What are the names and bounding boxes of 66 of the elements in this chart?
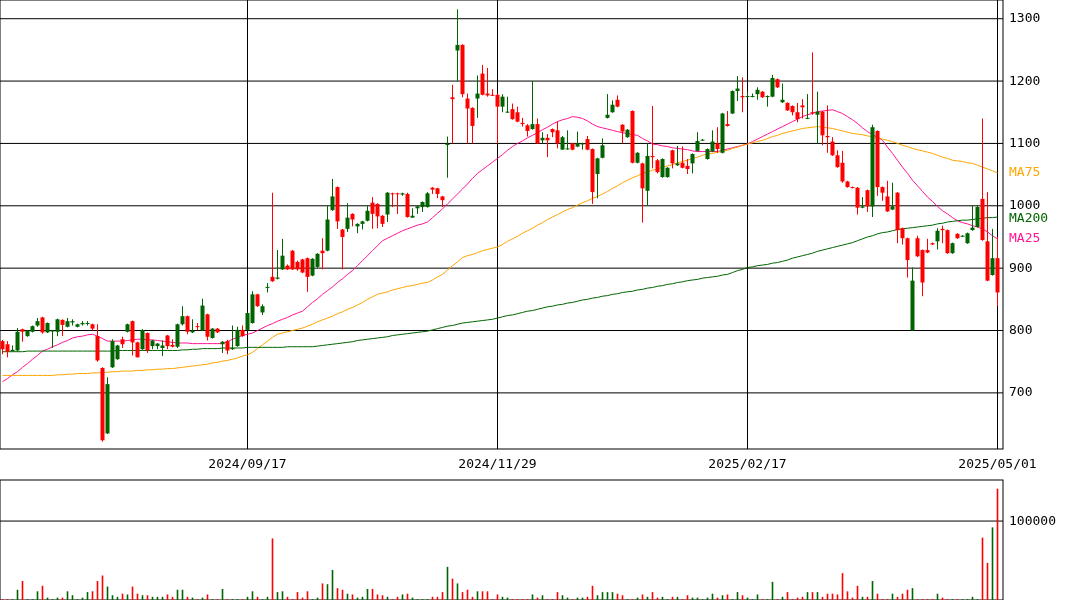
candlestick xyxy=(805,93,810,120)
candlestick xyxy=(340,228,345,270)
candlestick xyxy=(530,80,535,131)
candlestick xyxy=(175,323,180,349)
candlestick xyxy=(620,123,625,144)
candlestick xyxy=(690,152,695,174)
candlestick xyxy=(795,102,800,123)
candlestick xyxy=(85,320,90,327)
candlestick xyxy=(180,305,185,327)
y-tick-label: 1200 xyxy=(1009,72,1041,88)
candlestick xyxy=(840,150,845,184)
candlestick xyxy=(905,237,910,279)
y-tick-label: 900 xyxy=(1009,259,1033,275)
candlestick xyxy=(445,136,450,179)
candlestick xyxy=(505,96,510,114)
y-tick-label: 700 xyxy=(1009,384,1033,400)
series-label: MA200 xyxy=(1009,210,1049,226)
candlestick xyxy=(990,228,995,277)
candlestick xyxy=(330,178,335,212)
candlestick xyxy=(195,322,200,332)
candlestick xyxy=(715,126,720,154)
candlestick xyxy=(455,8,460,82)
candlestick xyxy=(450,84,455,144)
candlestick xyxy=(495,93,500,144)
candlestick xyxy=(695,131,700,153)
candlestick xyxy=(235,326,240,348)
candlestick xyxy=(885,180,890,213)
candlestick xyxy=(305,257,310,293)
candlestick xyxy=(935,227,940,250)
candlestick xyxy=(830,136,835,157)
candlestick xyxy=(280,238,285,271)
candlestick xyxy=(475,74,480,119)
candlestick xyxy=(145,331,150,354)
candlestick xyxy=(595,157,600,199)
y-tick-label: 1300 xyxy=(1009,10,1041,26)
candlestick xyxy=(500,93,505,113)
candlestick xyxy=(820,110,825,146)
candlestick xyxy=(375,202,380,229)
x-tick-label: 2025/05/01 xyxy=(958,456,1037,471)
candlestick xyxy=(130,320,135,356)
y-tick-label: 1100 xyxy=(1009,134,1041,150)
candlestick xyxy=(730,89,735,115)
candlestick xyxy=(815,91,820,144)
x-tick-label: 2025/02/17 xyxy=(708,456,787,471)
candlestick xyxy=(855,186,860,216)
candlestick xyxy=(565,129,570,151)
candlestick xyxy=(385,191,390,223)
series-label: MA25 xyxy=(1009,230,1041,246)
candlestick xyxy=(800,98,805,119)
x-tick-label: 2024/09/17 xyxy=(208,456,287,471)
candlestick xyxy=(945,228,950,255)
candlestick xyxy=(345,202,350,233)
candlestick xyxy=(270,192,275,283)
candlestick xyxy=(535,117,540,144)
candlestick xyxy=(205,313,210,341)
y-tick-label: 100000 xyxy=(1009,512,1056,528)
candlestick xyxy=(405,192,410,219)
candlestick xyxy=(395,192,400,215)
candlestick xyxy=(555,121,560,149)
y-tick-label: 1000 xyxy=(1009,197,1041,213)
candlestick xyxy=(890,182,895,211)
x-tick-label: 2024/11/29 xyxy=(458,456,537,471)
candlestick xyxy=(675,145,680,167)
series-label: MA75 xyxy=(1009,164,1041,180)
y-tick-label: 800 xyxy=(1009,322,1033,338)
candlestick xyxy=(605,93,610,119)
